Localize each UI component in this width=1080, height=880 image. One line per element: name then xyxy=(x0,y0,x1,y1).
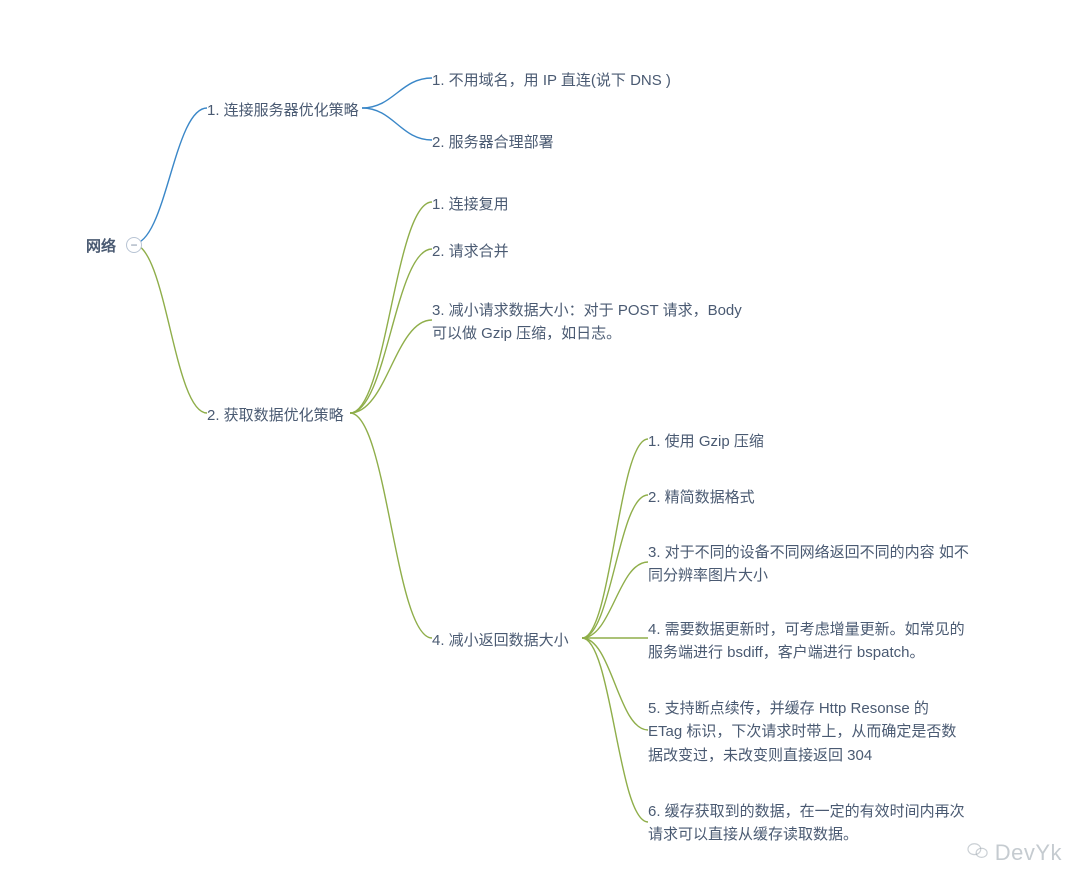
node-c2-4-2[interactable]: 2. 精简数据格式 xyxy=(648,486,755,509)
watermark: DevYk xyxy=(967,840,1062,866)
node-root[interactable]: 网络 xyxy=(86,235,116,258)
edge xyxy=(133,244,207,413)
edge xyxy=(350,202,432,413)
edge xyxy=(350,320,432,413)
edge xyxy=(362,78,432,108)
collapse-button[interactable]: − xyxy=(126,237,142,253)
node-c2-4-4[interactable]: 4. 需要数据更新时，可考虑增量更新。如常见的 服务端进行 bsdiff，客户端… xyxy=(648,618,965,665)
node-c2-2[interactable]: 2. 请求合并 xyxy=(432,240,509,263)
node-c2-4[interactable]: 4. 减小返回数据大小 xyxy=(432,629,569,652)
node-c1-1[interactable]: 1. 不用域名，用 IP 直连(说下 DNS ) xyxy=(432,69,671,92)
edge xyxy=(582,439,648,638)
edge xyxy=(582,562,648,638)
node-c2[interactable]: 2. 获取数据优化策略 xyxy=(207,404,344,427)
edge xyxy=(582,638,648,822)
edge xyxy=(362,108,432,140)
edge xyxy=(582,495,648,638)
watermark-text: DevYk xyxy=(995,840,1062,866)
node-c2-3[interactable]: 3. 减小请求数据大小：对于 POST 请求，Body 可以做 Gzip 压缩，… xyxy=(432,299,742,346)
node-c1[interactable]: 1. 连接服务器优化策略 xyxy=(207,99,359,122)
edge xyxy=(350,413,432,638)
node-c2-1[interactable]: 1. 连接复用 xyxy=(432,193,509,216)
edge xyxy=(582,638,648,730)
edge xyxy=(133,108,207,244)
node-c2-4-6[interactable]: 6. 缓存获取到的数据，在一定的有效时间内再次 请求可以直接从缓存读取数据。 xyxy=(648,800,965,847)
node-c2-4-1[interactable]: 1. 使用 Gzip 压缩 xyxy=(648,430,764,453)
node-c2-4-5[interactable]: 5. 支持断点续传，并缓存 Http Resonse 的 ETag 标识，下次请… xyxy=(648,697,956,767)
edge xyxy=(350,249,432,413)
wechat-icon xyxy=(967,841,989,866)
node-c1-2[interactable]: 2. 服务器合理部署 xyxy=(432,131,554,154)
node-c2-4-3[interactable]: 3. 对于不同的设备不同网络返回不同的内容 如不 同分辨率图片大小 xyxy=(648,541,969,588)
